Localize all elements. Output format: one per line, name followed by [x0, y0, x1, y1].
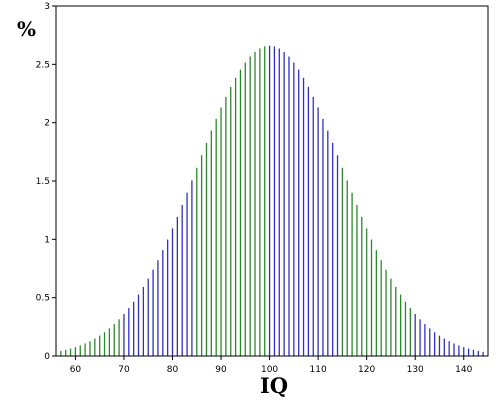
plot-frame: [55, 5, 489, 357]
y-tick-label-3: 1.5: [36, 177, 50, 187]
bars-group: [60, 45, 484, 356]
y-axis-title: %: [17, 17, 36, 41]
x-tick-label-60: 60: [70, 365, 82, 375]
x-tick-label-120: 120: [358, 365, 375, 375]
y-axis-ticks: 0 0.5 1 1.5 2 2.5 3: [36, 2, 56, 362]
y-tick-label-5: 2.5: [36, 60, 50, 70]
x-axis-ticks: 60 70 80 90 100 110 120 130 140: [70, 356, 473, 375]
y-tick-label-6: 3: [44, 2, 50, 12]
y-tick-label-1: 0.5: [36, 294, 50, 304]
x-tick-label-90: 90: [215, 365, 227, 375]
x-axis-title: IQ: [260, 373, 288, 398]
x-tick-label-130: 130: [407, 365, 424, 375]
x-tick-label-100: 100: [261, 365, 278, 375]
x-tick-label-70: 70: [118, 365, 130, 375]
y-tick-label-4: 2: [44, 119, 50, 129]
x-tick-label-140: 140: [455, 365, 472, 375]
y-tick-label-2: 1: [44, 235, 50, 245]
x-tick-label-110: 110: [310, 365, 327, 375]
y-tick-label-0: 0: [44, 352, 50, 362]
x-tick-label-80: 80: [167, 365, 179, 375]
